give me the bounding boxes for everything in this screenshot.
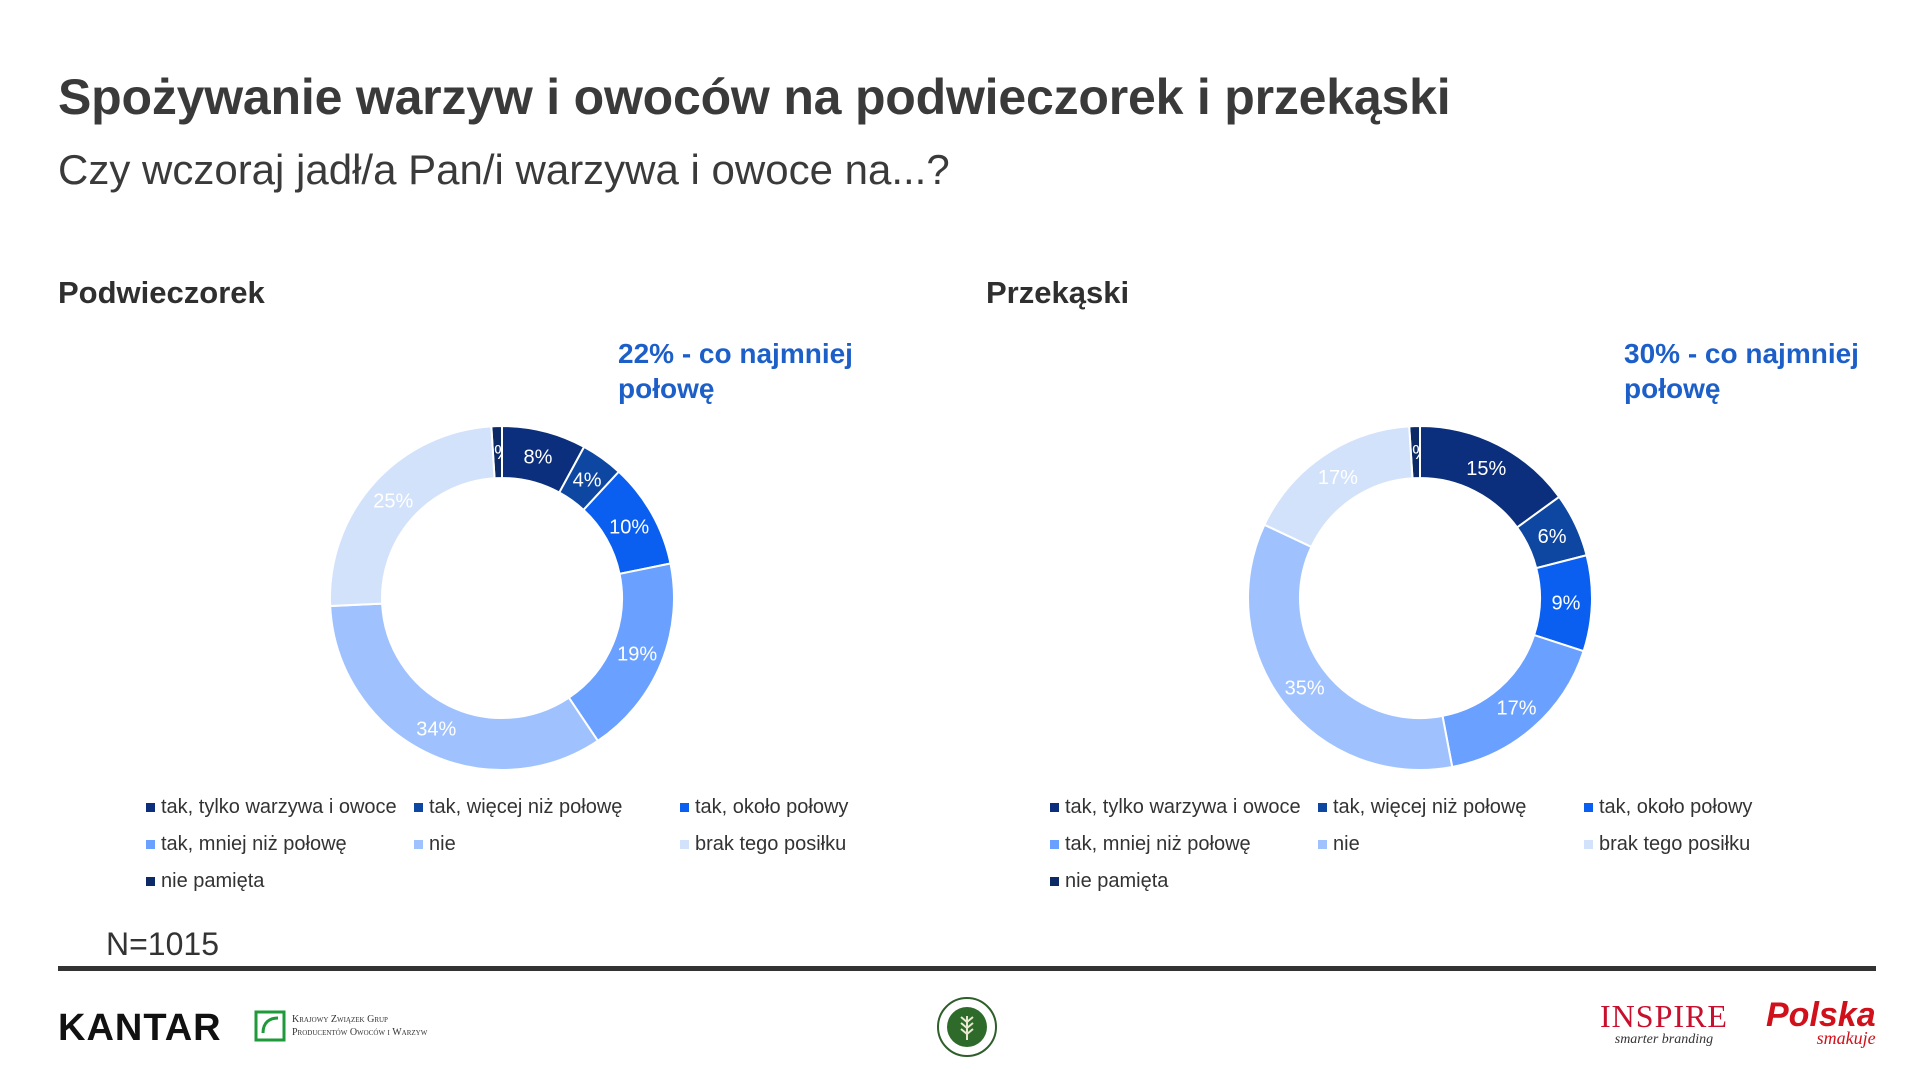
sample-size-label: N=1015 [106, 926, 219, 962]
polska-wordmark: Polska [1766, 996, 1876, 1034]
legend-label: nie [429, 833, 456, 855]
donut-slice-nie [329, 602, 600, 771]
legend-label: tak, mniej niż połowę [161, 833, 347, 855]
data-label-tak-mniej-niz-polowe: 17% [1497, 698, 1537, 720]
inspire-wordmark: INSPIRE [1600, 998, 1728, 1034]
page-title: Spożywanie warzyw i owoców na podwieczor… [58, 69, 1451, 125]
kzgp-logo: Krajowy Związek Grup Producentów Owoców … [254, 1010, 427, 1042]
page-subtitle: Czy wczoraj jadł/a Pan/i warzywa i owoce… [58, 146, 950, 193]
legend-label: nie [1333, 833, 1360, 855]
legend-swatch [146, 803, 155, 812]
legend-label: tak, około połowy [695, 796, 849, 818]
legend-label: tak, więcej niż połowę [1333, 796, 1527, 818]
legend-item-tak-okolo-polowy: tak, około połowy [1584, 796, 1752, 819]
data-label-brak-tego-posilku: 17% [1318, 467, 1358, 489]
polska-smakuje-logo: Polska smakuje [1766, 998, 1876, 1049]
inspire-logo: INSPIRE smarter branding [1600, 1000, 1728, 1048]
legend-label: tak, tylko warzywa i owoce [1065, 796, 1301, 818]
kantar-logo: KANTAR [58, 1007, 222, 1049]
ministry-seal-logo [936, 996, 998, 1063]
legend-swatch [414, 803, 423, 812]
legend-item-tak-mniej-niz-polowe: tak, mniej niż połowę [1050, 833, 1251, 856]
legend-swatch [1584, 803, 1593, 812]
legend-swatch [1584, 840, 1593, 849]
kzgp-name-line2: Producentów Owoców i Warzyw [292, 1027, 428, 1038]
legend-label: tak, około połowy [1599, 796, 1753, 818]
inspire-tagline: smarter branding [1614, 1032, 1714, 1047]
legend-item-tak-wiecej-niz-polowe: tak, więcej niż połowę [1318, 796, 1526, 819]
legend-item-tak-wiecej-niz-polowe: tak, więcej niż połowę [414, 796, 622, 819]
legend-label: tak, więcej niż połowę [429, 796, 623, 818]
legend-label: nie pamięta [1065, 870, 1169, 892]
legend-item-tak-okolo-polowy: tak, około połowy [680, 796, 848, 819]
polska-tagline: smakuje [1816, 1028, 1876, 1048]
donut-chart-przekaski: 1%15%6%9%17%35%17% [1247, 424, 1593, 771]
legend-swatch [414, 840, 423, 849]
legend-label: tak, tylko warzywa i owoce [161, 796, 397, 818]
legend-item-nie: nie [414, 833, 456, 856]
data-label-tak-okolo-polowy: 10% [609, 516, 649, 538]
footer-divider [58, 966, 1876, 971]
chart-title-podwieczorek: Podwieczorek [58, 275, 265, 310]
data-label-tak-wiecej-niz-polowe: 4% [573, 469, 602, 491]
legend-swatch [146, 840, 155, 849]
legend-item-tak-tylko-warzywa-i-owoce: tak, tylko warzywa i owoce [1050, 796, 1301, 819]
legend-label: brak tego posiłku [1599, 833, 1751, 855]
chart-annotation-przekaski: 30% - co najmniej połowę [1624, 338, 1859, 404]
data-label-brak-tego-posilku: 25% [373, 491, 413, 513]
legend-swatch [1050, 803, 1059, 812]
legend-swatch [146, 877, 155, 886]
kzgp-icon [254, 1010, 286, 1042]
legend-item-nie: nie [1318, 833, 1360, 856]
legend-item-brak-tego-posilku: brak tego posiłku [1584, 833, 1750, 856]
legend-item-tak-mniej-niz-polowe: tak, mniej niż połowę [146, 833, 347, 856]
legend-swatch [1050, 840, 1059, 849]
legend-label: nie pamięta [161, 870, 265, 892]
chart-title-przekaski: Przekąski [986, 275, 1130, 310]
data-label-tak-mniej-niz-polowe: 19% [617, 643, 657, 665]
legend-label: brak tego posiłku [695, 833, 847, 855]
legend-swatch [1050, 877, 1059, 886]
data-label-nie: 35% [1285, 677, 1325, 699]
donut-chart-podwieczorek: 1% 8%4%10%19%34%25% [329, 424, 675, 771]
legend-swatch [680, 803, 689, 812]
legend-label: tak, mniej niż połowę [1065, 833, 1251, 855]
wheat-seal-icon [937, 997, 997, 1057]
legend-item-nie-pamieta: nie pamięta [146, 870, 264, 893]
legend-swatch [680, 840, 689, 849]
data-label-tak-wiecej-niz-polowe: 6% [1538, 526, 1567, 548]
data-label-nie: 34% [416, 718, 456, 740]
donut-slice-nie [1247, 523, 1454, 771]
data-label-tak-okolo-polowy: 9% [1551, 593, 1580, 615]
legend-swatch [1318, 803, 1327, 812]
donut-slice-brak-tego-posilku [1263, 425, 1414, 549]
legend-item-nie-pamieta: nie pamięta [1050, 870, 1168, 893]
data-label-tak-tylko-warzywa-i-owoce: 8% [524, 446, 553, 468]
chart-annotation-podwieczorek: 22% - co najmniej połowę [618, 338, 853, 404]
legend-item-brak-tego-posilku: brak tego posiłku [680, 833, 846, 856]
legend-item-tak-tylko-warzywa-i-owoce: tak, tylko warzywa i owoce [146, 796, 397, 819]
donut-slice-brak-tego-posilku [329, 425, 496, 608]
legend-swatch [1318, 840, 1327, 849]
data-label-tak-tylko-warzywa-i-owoce: 15% [1466, 458, 1506, 480]
kzgp-name-line1: Krajowy Związek Grup [292, 1014, 388, 1025]
